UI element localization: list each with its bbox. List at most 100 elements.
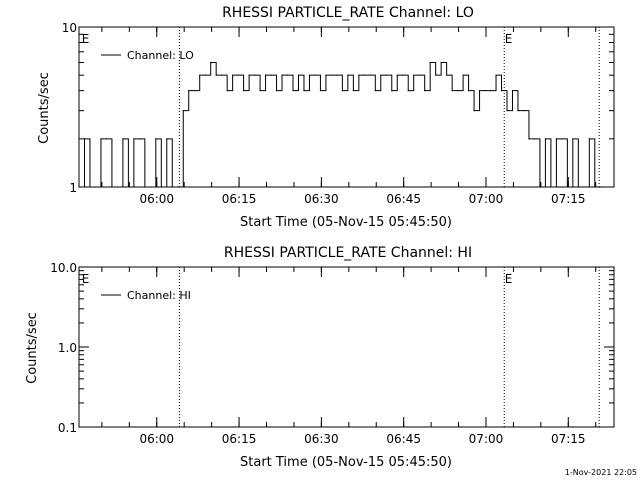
- top-legend-label: Channel: LO: [127, 49, 194, 62]
- top-data-point: [544, 138, 547, 140]
- chart-top-xlabel: Start Time (05-Nov-15 05:45:50): [240, 215, 452, 230]
- bottom-y-tick-label: 1.0: [58, 341, 77, 355]
- top-data-point: [539, 186, 541, 188]
- top-data-point: [248, 74, 250, 76]
- top-data-point: [555, 138, 557, 140]
- top-data-point: [446, 74, 448, 76]
- top-data-point: [396, 74, 398, 76]
- top-data-point: [347, 74, 349, 76]
- top-data-point: [572, 138, 574, 140]
- chart-bottom-title: RHESSI PARTICLE_RATE Channel: HI: [224, 245, 472, 261]
- top-data-point: [583, 186, 585, 188]
- top-data-point: [511, 90, 514, 92]
- top-data-point: [215, 74, 217, 76]
- bottom-x-tick-label: 06:30: [304, 432, 339, 446]
- top-data-point: [594, 186, 596, 188]
- top-data-point: [500, 90, 503, 92]
- top-y-tick-label: 1: [69, 181, 77, 195]
- chart-top-ylabel: Counts/sec: [37, 72, 52, 144]
- top-x-tick-label: 06:30: [304, 192, 339, 206]
- top-plot-frame: [78, 26, 615, 188]
- top-data-point: [599, 186, 601, 188]
- top-data-point: [577, 186, 579, 188]
- top-data-point: [144, 186, 146, 188]
- bottom-y-tick-label: 10.0: [50, 261, 77, 275]
- top-data-point: [89, 186, 91, 188]
- top-data-point: [484, 90, 486, 92]
- top-data-point: [94, 186, 97, 188]
- top-data-point: [237, 74, 239, 76]
- top-data-point: [160, 186, 162, 188]
- top-data-point: [506, 110, 508, 112]
- chart-bottom-xlabel: Start Time (05-Nov-15 05:45:50): [240, 455, 452, 470]
- top-x-tick-label: 06:00: [139, 192, 174, 206]
- top-data-point: [369, 74, 371, 76]
- top-data-point: [292, 90, 294, 92]
- top-data-point: [105, 138, 108, 140]
- top-data-point: [352, 90, 354, 92]
- top-data-point: [264, 74, 267, 76]
- top-data-point: [297, 74, 300, 76]
- top-data-point: [100, 138, 102, 140]
- top-data-point: [155, 138, 157, 140]
- top-data-point: [259, 90, 261, 92]
- top-data-point: [83, 138, 86, 140]
- top-data-point: [429, 61, 431, 64]
- top-data-point: [588, 138, 590, 140]
- chart-top-title: RHESSI PARTICLE_RATE Channel: LO: [222, 5, 474, 21]
- top-data-point: [561, 138, 563, 140]
- top-data-point: [424, 90, 426, 92]
- top-event-marker: E: [82, 32, 90, 46]
- top-data-point: [193, 90, 195, 92]
- top-data-point: [478, 90, 481, 92]
- top-data-point: [281, 74, 283, 76]
- top-data-point: [467, 90, 470, 92]
- top-data-point: [385, 74, 387, 76]
- top-data-point: [550, 186, 552, 188]
- top-data-point: [177, 186, 179, 188]
- top-data-point: [319, 90, 322, 92]
- top-data-point: [440, 61, 442, 64]
- top-data-point: [566, 186, 568, 188]
- bottom-x-tick-label: 07:00: [469, 432, 504, 446]
- top-data-point: [188, 90, 190, 92]
- top-data-point: [418, 74, 420, 76]
- bottom-y-tick-label: 0.1: [58, 421, 77, 435]
- top-data-point: [122, 138, 124, 140]
- bottom-x-tick-label: 07:15: [551, 432, 586, 446]
- top-data-point: [138, 138, 140, 140]
- top-data-point: [149, 186, 151, 188]
- top-data-point: [457, 90, 459, 92]
- top-data-point: [330, 74, 333, 76]
- top-data-point: [116, 186, 119, 188]
- top-data-point: [380, 74, 382, 76]
- top-data-point: [199, 74, 201, 76]
- bottom-event-marker: E: [505, 272, 513, 286]
- top-data-point: [78, 186, 80, 188]
- top-data-point: [528, 138, 530, 140]
- top-data-point: [336, 74, 338, 76]
- top-data-point: [314, 74, 316, 76]
- top-data-point: [402, 74, 404, 76]
- top-event-marker: E: [505, 32, 513, 46]
- top-data-point: [275, 90, 278, 92]
- top-data-point: [182, 110, 184, 112]
- top-data-point: [243, 90, 245, 92]
- top-data-point: [522, 110, 525, 112]
- top-data-point: [286, 74, 289, 76]
- chart-marks: 1 10 06:00 06:15 06:30 06:45 07:00 07:15 E E Chann…: [50, 21, 615, 446]
- bottom-x-tick-label: 06:15: [222, 432, 257, 446]
- top-data-point: [517, 110, 519, 112]
- top-x-tick-label: 07:00: [469, 192, 504, 206]
- top-series-line: [79, 61, 606, 188]
- top-data-point: [171, 186, 173, 188]
- top-data-point: [391, 90, 393, 92]
- top-data-point: [374, 90, 376, 92]
- top-data-point: [210, 61, 212, 64]
- top-data-point: [111, 186, 113, 188]
- top-data-point: [166, 138, 168, 140]
- top-data-point: [253, 74, 256, 76]
- top-data-point: [407, 90, 409, 92]
- top-data-point: [308, 74, 311, 76]
